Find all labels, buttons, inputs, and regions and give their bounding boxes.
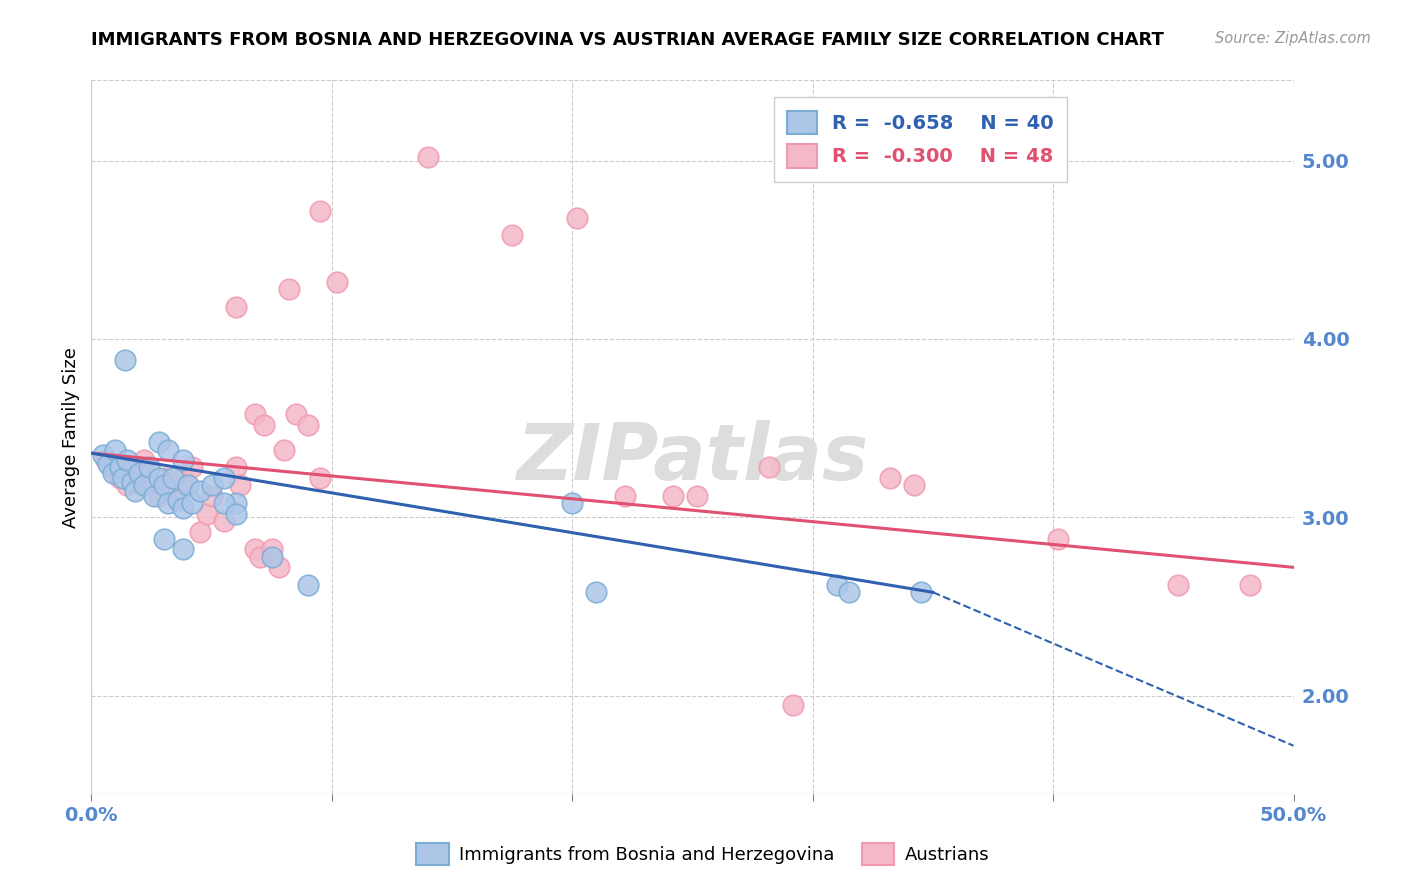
Point	[188, 524, 211, 539]
Point	[686, 489, 709, 503]
Point	[172, 542, 194, 557]
Point	[141, 478, 163, 492]
Point	[124, 483, 146, 498]
Point	[614, 489, 637, 503]
Point	[325, 275, 347, 289]
Point	[121, 475, 143, 489]
Legend: Immigrants from Bosnia and Herzegovina, Austrians: Immigrants from Bosnia and Herzegovina, …	[408, 834, 998, 874]
Point	[110, 460, 132, 475]
Point	[782, 698, 804, 712]
Point	[225, 507, 247, 521]
Point	[165, 489, 187, 503]
Point	[181, 460, 204, 475]
Point	[225, 496, 247, 510]
Point	[243, 407, 266, 421]
Point	[114, 353, 136, 368]
Point	[1239, 578, 1261, 592]
Point	[94, 453, 117, 467]
Y-axis label: Average Family Size: Average Family Size	[62, 347, 80, 527]
Point	[561, 496, 583, 510]
Point	[212, 514, 235, 528]
Point	[297, 578, 319, 592]
Point	[172, 501, 194, 516]
Point	[758, 460, 780, 475]
Point	[308, 203, 330, 218]
Point	[273, 442, 295, 457]
Point	[162, 471, 184, 485]
Point	[181, 496, 204, 510]
Point	[253, 417, 276, 432]
Point	[277, 282, 299, 296]
Point	[1167, 578, 1189, 592]
Point	[134, 478, 156, 492]
Point	[188, 483, 211, 498]
Point	[101, 460, 124, 475]
Point	[152, 532, 174, 546]
Legend: R =  -0.658    N = 40, R =  -0.300    N = 48: R = -0.658 N = 40, R = -0.300 N = 48	[773, 97, 1067, 182]
Point	[284, 407, 307, 421]
Point	[662, 489, 685, 503]
Point	[157, 478, 180, 492]
Point	[225, 300, 247, 314]
Point	[225, 460, 247, 475]
Point	[148, 435, 170, 450]
Point	[110, 471, 132, 485]
Point	[117, 478, 139, 492]
Point	[142, 489, 165, 503]
Text: ZIPatlas: ZIPatlas	[516, 420, 869, 497]
Point	[111, 471, 134, 485]
Point	[117, 453, 139, 467]
Point	[201, 489, 224, 503]
Point	[167, 492, 190, 507]
Point	[260, 549, 283, 564]
Point	[157, 442, 180, 457]
Point	[201, 478, 224, 492]
Point	[101, 466, 124, 480]
Point	[128, 466, 150, 480]
Point	[152, 478, 174, 492]
Point	[308, 471, 330, 485]
Point	[195, 507, 218, 521]
Point	[585, 585, 607, 599]
Point	[138, 460, 160, 475]
Point	[212, 496, 235, 510]
Text: IMMIGRANTS FROM BOSNIA AND HERZEGOVINA VS AUSTRIAN AVERAGE FAMILY SIZE CORRELATI: IMMIGRANTS FROM BOSNIA AND HERZEGOVINA V…	[91, 31, 1164, 49]
Point	[212, 471, 235, 485]
Point	[172, 471, 194, 485]
Point	[104, 442, 127, 457]
Point	[176, 478, 198, 492]
Point	[838, 585, 860, 599]
Point	[267, 560, 290, 574]
Point	[124, 460, 146, 475]
Point	[172, 453, 194, 467]
Point	[148, 489, 170, 503]
Point	[825, 578, 848, 592]
Point	[260, 542, 283, 557]
Point	[157, 496, 180, 510]
Point	[416, 150, 439, 164]
Point	[1046, 532, 1069, 546]
Point	[565, 211, 588, 225]
Text: Source: ZipAtlas.com: Source: ZipAtlas.com	[1215, 31, 1371, 46]
Point	[93, 448, 115, 462]
Point	[128, 471, 150, 485]
Point	[249, 549, 271, 564]
Point	[903, 478, 925, 492]
Point	[97, 457, 120, 471]
Point	[134, 453, 156, 467]
Point	[148, 471, 170, 485]
Point	[243, 542, 266, 557]
Point	[501, 228, 523, 243]
Point	[297, 417, 319, 432]
Point	[229, 478, 252, 492]
Point	[910, 585, 932, 599]
Point	[176, 478, 198, 492]
Point	[152, 471, 174, 485]
Point	[879, 471, 901, 485]
